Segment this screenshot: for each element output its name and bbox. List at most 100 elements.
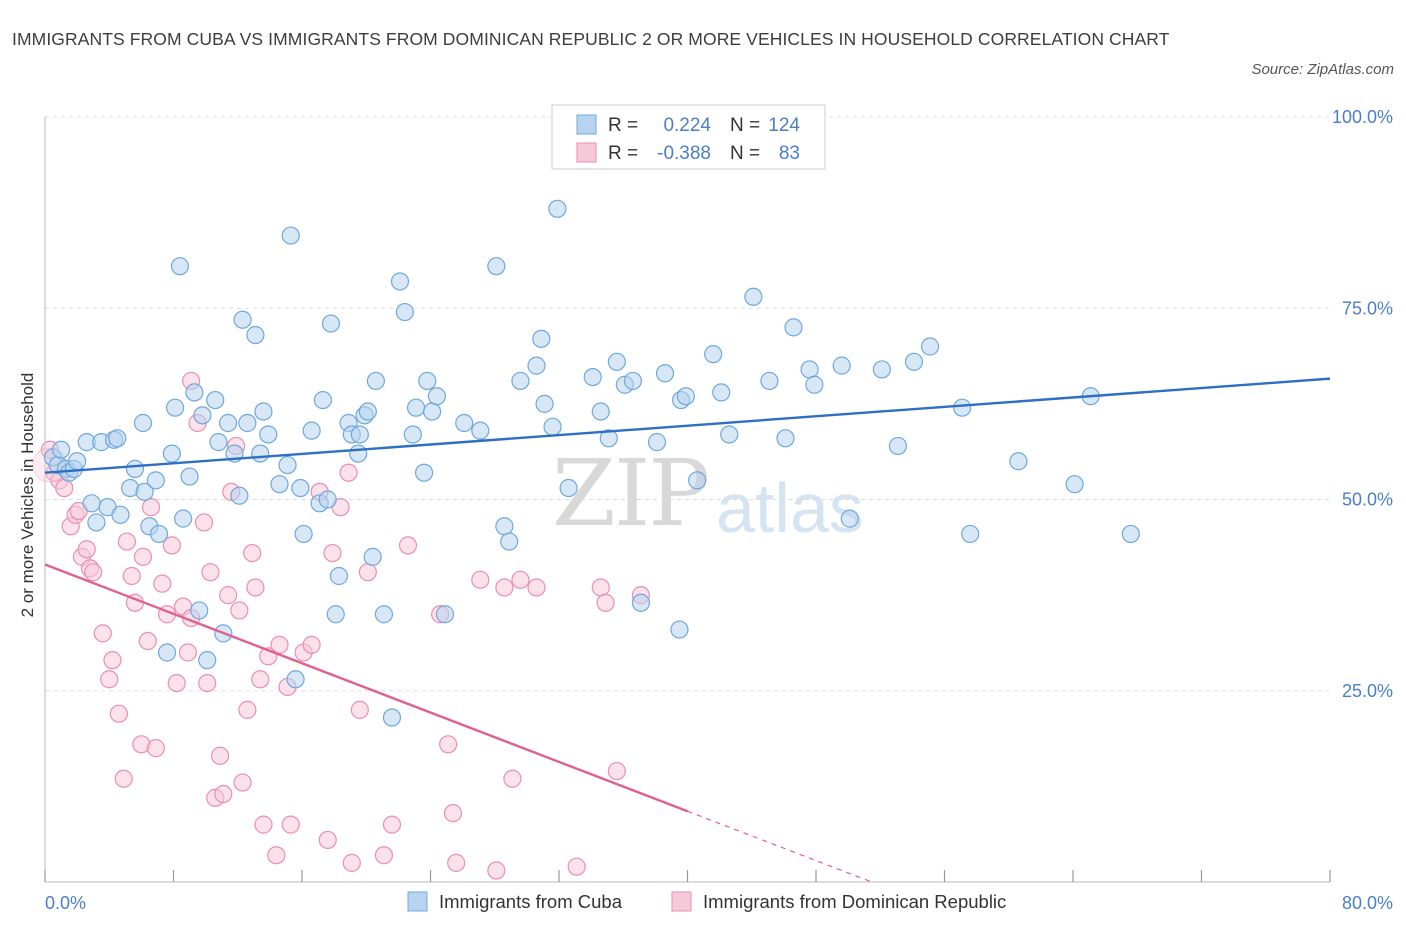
cuba-point <box>1009 452 1028 471</box>
cuba-point <box>286 670 305 689</box>
cuba-point <box>543 417 562 436</box>
axes <box>44 117 1331 883</box>
cuba-point <box>318 490 337 509</box>
chart-title: IMMIGRANTS FROM CUBA VS IMMIGRANTS FROM … <box>12 29 1170 49</box>
dominican-point <box>230 601 249 620</box>
dominican-point <box>233 773 252 792</box>
cuba-point <box>111 505 130 524</box>
cuba-point <box>198 651 217 670</box>
dominican-point <box>238 700 257 719</box>
cuba-point <box>688 471 707 490</box>
cuba-point <box>135 482 154 501</box>
watermark-zip: ZIP <box>552 440 710 547</box>
cuba-point <box>961 524 980 544</box>
cuba-point <box>133 413 153 433</box>
r-value: 0.224 <box>663 115 711 136</box>
n-value: 124 <box>768 115 800 136</box>
cuba-point <box>1065 475 1084 494</box>
dominican-point <box>93 624 112 643</box>
cuba-point <box>760 371 779 391</box>
dominican-point <box>527 578 546 597</box>
cuba-point <box>800 360 819 379</box>
dominican-point <box>596 593 615 612</box>
cuba-point <box>162 444 181 463</box>
dominican-point <box>374 846 394 865</box>
dominican-point <box>607 761 626 781</box>
dominican-point <box>254 815 273 834</box>
y-tick-label: 100.0% <box>1332 107 1393 127</box>
cuba-point <box>495 517 514 536</box>
r-label: R = <box>608 115 638 136</box>
cuba-point <box>363 547 382 566</box>
dominican-point <box>178 643 198 662</box>
dominican-point <box>214 784 233 804</box>
cuba-point <box>744 287 763 306</box>
cuba-point <box>146 471 165 490</box>
dominican-point <box>201 563 220 582</box>
dominican-point <box>77 540 96 559</box>
cuba-point <box>591 402 610 421</box>
cuba-point <box>1121 524 1140 544</box>
cuba-point <box>647 433 667 452</box>
legend-label-cuba[interactable]: Immigrants from Cuba <box>439 891 623 912</box>
cuba-point <box>784 318 803 337</box>
series-legend[interactable]: Immigrants from Cuba Immigrants from Domi… <box>407 891 1006 912</box>
dominican-point <box>114 769 133 788</box>
dominican-point <box>439 735 458 754</box>
trend-line-dominican <box>44 563 688 813</box>
cuba-point <box>920 337 940 356</box>
cuba-point <box>349 444 368 463</box>
dominican-point <box>122 566 141 586</box>
source-label: Source: ZipAtlas.com <box>1251 61 1394 78</box>
dominican-point <box>251 670 270 689</box>
y-tick-label: 75.0% <box>1342 298 1393 318</box>
cuba-point <box>840 509 859 528</box>
x-tick-label: 0.0% <box>45 893 86 913</box>
cuba-point <box>583 368 602 387</box>
cuba-point <box>872 360 891 379</box>
cuba-point <box>599 429 618 448</box>
watermark-atlas: atlas <box>716 469 864 547</box>
stats-legend-swatch <box>576 142 597 163</box>
dominican-point <box>246 578 265 597</box>
dominican-point <box>443 804 463 823</box>
cuba-point <box>776 429 795 448</box>
dominican-point <box>350 700 369 719</box>
cuba-point <box>108 429 127 448</box>
cuba-point <box>358 402 377 421</box>
dominican-point <box>382 815 402 834</box>
cuba-point <box>406 398 426 417</box>
cuba-point <box>329 566 349 586</box>
dominican-point <box>162 536 181 555</box>
cuba-point <box>418 371 437 391</box>
dominican-point <box>281 815 300 834</box>
dominican-point <box>503 769 522 788</box>
cuba-point <box>535 394 554 413</box>
legend-label-dominican[interactable]: Immigrants from Dominican Republic <box>703 891 1006 912</box>
legend-swatch-cuba[interactable] <box>407 891 428 912</box>
cuba-point <box>291 478 310 498</box>
cuba-point <box>254 402 273 421</box>
cuba-point <box>238 413 257 433</box>
cuba-point <box>278 455 297 475</box>
cuba-point <box>548 199 567 218</box>
cuba-point <box>455 413 474 433</box>
cuba-point <box>259 425 278 444</box>
cuba-point <box>374 605 394 624</box>
dominican-point <box>109 704 128 723</box>
n-label: N = <box>730 143 760 164</box>
cuba-point <box>500 532 519 551</box>
cuba-point <box>219 413 238 433</box>
cuba-point <box>157 643 177 662</box>
dominican-point <box>117 532 137 551</box>
cuba-point <box>233 310 252 329</box>
stats-legend-swatch <box>576 114 597 135</box>
cuba-point <box>904 352 924 371</box>
cuba-point <box>170 257 190 276</box>
cuba-point <box>87 513 106 532</box>
cuba-point <box>82 494 101 513</box>
dominican-point <box>495 578 514 597</box>
legend-swatch-dominican[interactable] <box>671 891 692 912</box>
cuba-point <box>366 371 385 391</box>
n-label: N = <box>730 115 760 136</box>
